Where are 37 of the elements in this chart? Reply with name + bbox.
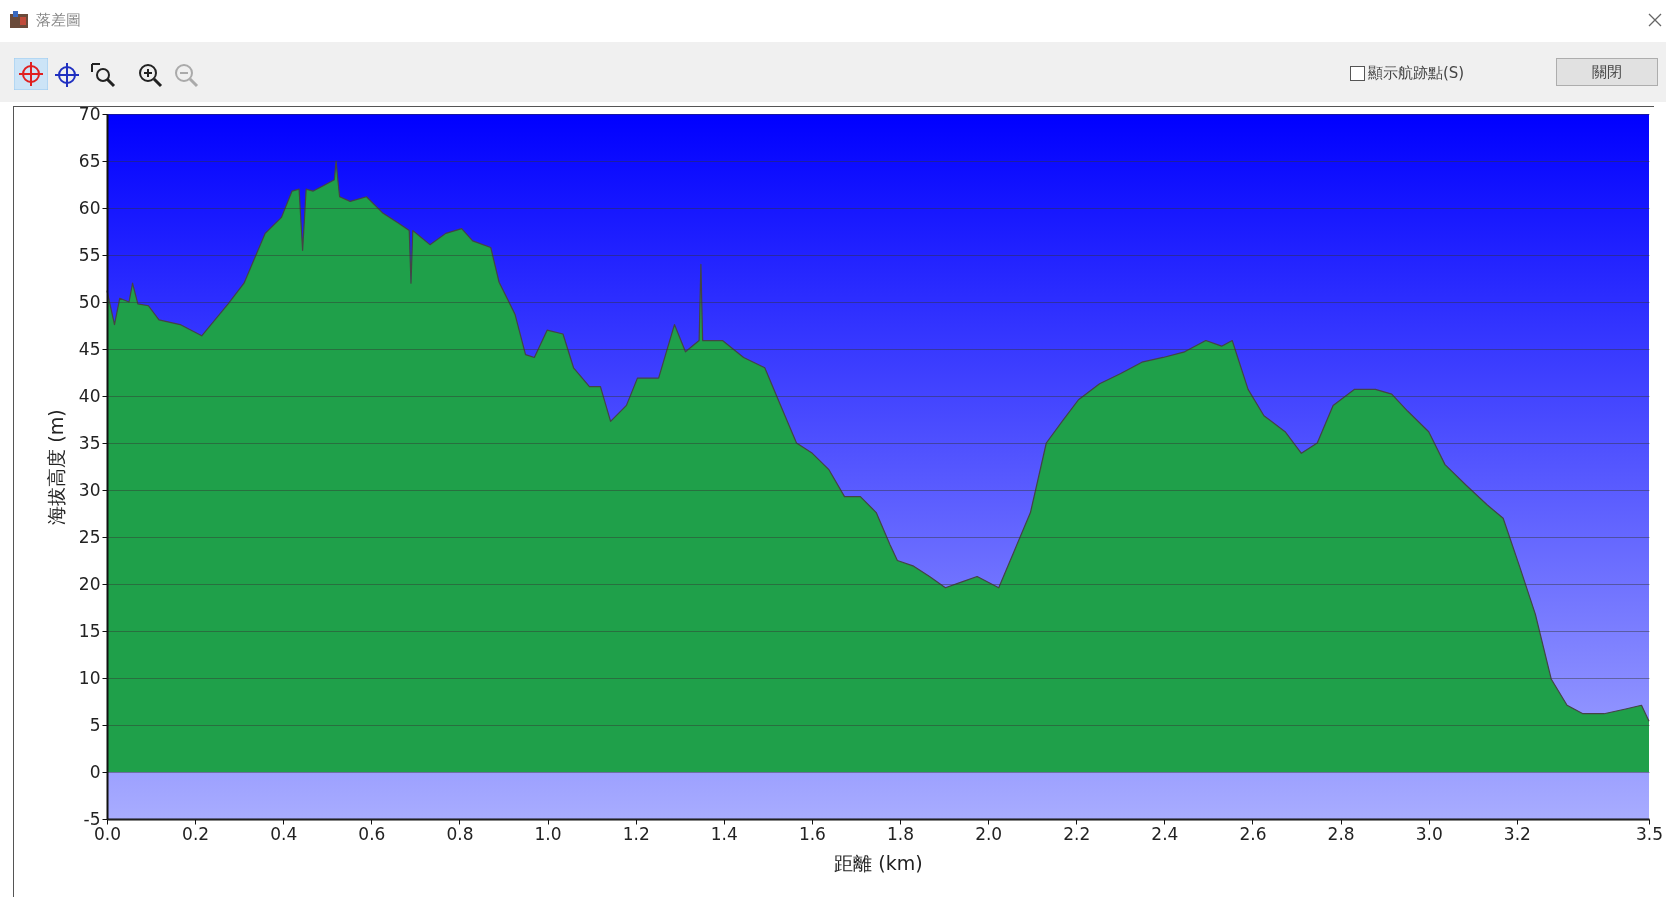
x-tick-label: 2.2 [1063, 823, 1091, 844]
x-tick-label: 0.6 [358, 823, 386, 844]
y-tick-label: 40 [78, 385, 101, 406]
x-tick-label: 1.8 [887, 823, 915, 844]
x-tick-label: 1.0 [534, 823, 562, 844]
y-tick-label: 70 [78, 103, 101, 124]
x-axis-title: 距離 (km) [834, 851, 923, 874]
x-tick-label: 0.8 [446, 823, 474, 844]
x-tick-label: 2.0 [975, 823, 1003, 844]
x-tick-label: 1.2 [622, 823, 650, 844]
y-tick-label: 30 [78, 479, 101, 500]
y-tick-label: 65 [78, 150, 101, 171]
x-tick-label: 3.0 [1415, 823, 1443, 844]
x-tick-label: 2.8 [1327, 823, 1355, 844]
x-tick-label: 2.4 [1151, 823, 1179, 844]
y-tick-label: 50 [78, 291, 101, 312]
x-tick-label: 1.4 [710, 823, 738, 844]
y-tick-label: 20 [78, 573, 101, 594]
y-axis-title: 海拔高度 (m) [44, 409, 67, 525]
y-tick-label: 15 [78, 620, 101, 641]
y-tick-label: 25 [78, 526, 101, 547]
x-tick-label: 1.6 [798, 823, 826, 844]
y-tick-label: 45 [78, 338, 101, 359]
text: 關閉 [1556, 58, 1658, 86]
y-tick-label: 5 [89, 714, 101, 735]
x-tick-label: 2.6 [1239, 823, 1267, 844]
y-tick-label: 35 [78, 432, 101, 453]
text: 顯示航跡點(S) [1368, 64, 1465, 82]
y-tick-label: 55 [78, 244, 101, 265]
y-tick-label: 10 [78, 667, 101, 688]
x-tick-label: 3.5 [1635, 823, 1664, 844]
y-tick-label: 0 [89, 761, 101, 782]
x-tick-label: 0.2 [182, 823, 210, 844]
x-tick-label: 3.2 [1503, 823, 1531, 844]
chart-title: 落差圖 [36, 11, 81, 30]
x-tick-label: 0.4 [270, 823, 298, 844]
y-tick-label: 60 [78, 197, 101, 218]
